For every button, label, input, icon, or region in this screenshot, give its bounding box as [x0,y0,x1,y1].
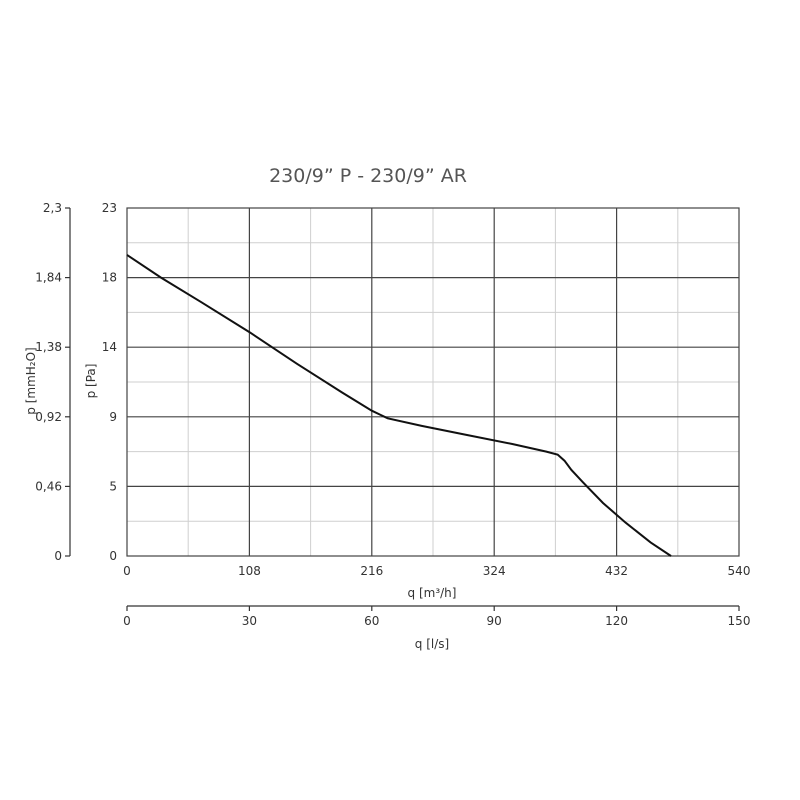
chart-title: 230/9” P - 230/9” AR [269,165,467,187]
fan-curve-line [126,254,672,557]
x-tick-label: 324 [483,564,506,578]
y-tick-label: 14 [102,340,117,354]
y-tick-label: 18 [102,271,117,285]
tick-labels: 0 108 216 324 432 540 0 5 9 14 18 23 0 30 60 90 120 150 0 0… [35,201,750,628]
series-layer [126,254,672,557]
y2-tick-label: 0 [54,549,62,563]
x-axis-label: q [m³/h] [408,586,457,600]
y-tick-label: 0 [109,549,117,563]
y-axis-label: p [Pa] [84,364,98,399]
x2-tick-label: 120 [605,614,628,628]
y2-tick-label: 1,38 [35,340,62,354]
x2-tick-label: 60 [364,614,379,628]
x2-tick-label: 0 [123,614,131,628]
x-tick-label: 108 [238,564,261,578]
y2-tick-label: 0,46 [35,479,62,493]
y2-axis-label: p [mmH₂O] [24,347,38,414]
y2-tick-label: 0,92 [35,410,62,424]
grid [126,207,740,557]
plot-frame [126,207,740,557]
x-tick-label: 432 [605,564,628,578]
x-tick-label: 540 [728,564,751,578]
y2-tick-label: 1,84 [35,271,62,285]
x2-tick-label: 90 [487,614,502,628]
axes [65,207,740,611]
x-tick-label: 0 [123,564,131,578]
y-tick-label: 5 [109,479,117,493]
x-tick-label: 216 [360,564,383,578]
x2-tick-label: 30 [242,614,257,628]
y-tick-label: 9 [109,410,117,424]
y-tick-label: 23 [102,201,117,215]
y2-tick-label: 2,3 [43,201,62,215]
x2-axis-label: q [l/s] [415,637,449,651]
x2-tick-label: 150 [728,614,751,628]
